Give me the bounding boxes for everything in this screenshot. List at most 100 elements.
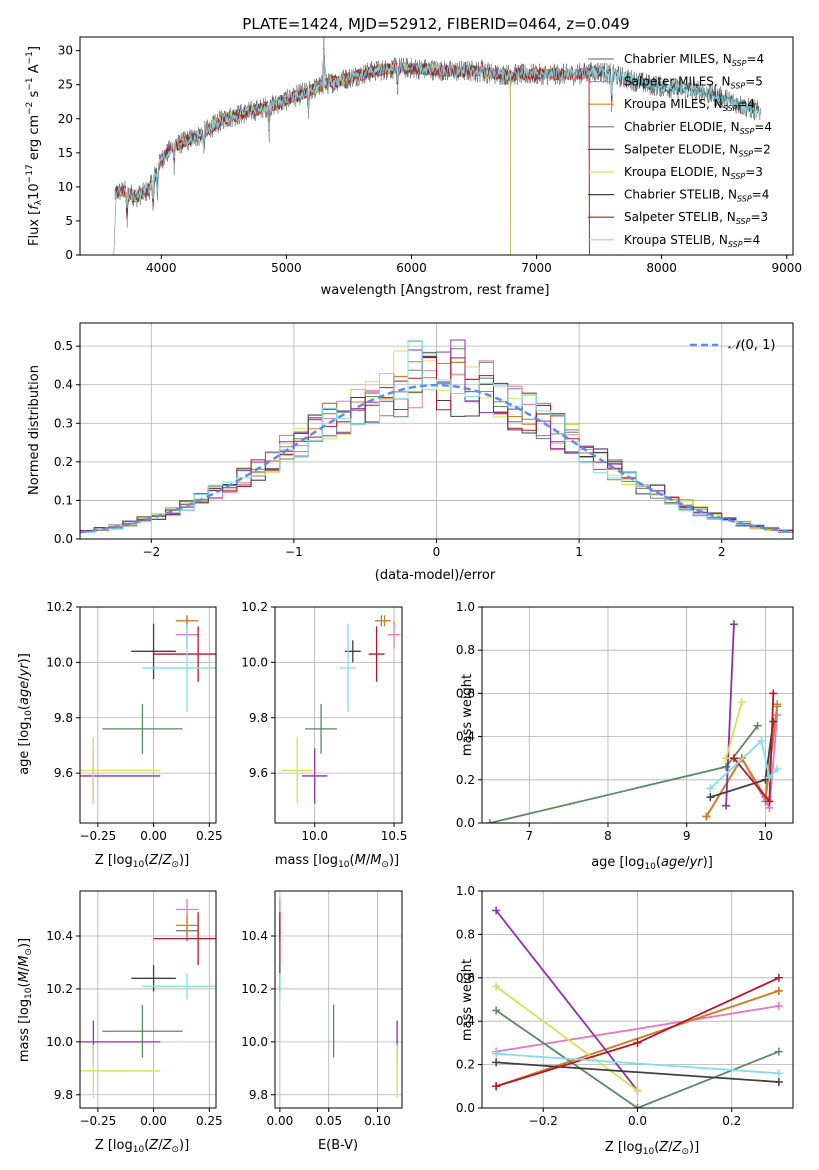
errorbar-salpeter-stelib: [153, 626, 216, 682]
legend-label: Salpeter STELIB, NSSP=3: [624, 210, 768, 226]
residuals-y-tick-label: 0.2: [54, 455, 73, 469]
series-marker: [722, 801, 731, 810]
weight-vs-age-x-label: age [log10(age/yr)]: [591, 855, 713, 872]
spectrum-y-tick-label: 15: [58, 146, 73, 160]
figure-title: PLATE=1424, MJD=52912, FIBERID=0464, z=0…: [242, 15, 629, 33]
age-vs-mass-panel: mass [log10(M/M⊙)] 10.0 10.5 9.6 9.8 10.0 10.…: [241, 600, 407, 870]
weight_vs_age-plot-area: [485, 620, 782, 823]
weight_vs_Z-x-tick-label: 0.0: [628, 1114, 647, 1128]
spectrum-x-tick-label: 8000: [646, 261, 677, 275]
mass_vs_Z-frame: [79, 890, 217, 1109]
spectrum-x-tick-label: 4000: [146, 261, 177, 275]
errorbar-salpeter-miles: [387, 620, 401, 649]
residuals-plot-area: [80, 339, 793, 535]
series-chabrier-stelib: [492, 1058, 783, 1086]
residuals-x-tick-label: 0: [433, 545, 441, 559]
series-marker: [633, 1086, 642, 1095]
age_vs_mass-y-tick-label: 9.6: [249, 766, 268, 780]
spectrum-x-tick-label: 5000: [271, 261, 302, 275]
weight-vs-z-x-label: Z [log10(Z/Z⊙)]: [605, 1140, 699, 1157]
series-marker: [722, 754, 731, 763]
age_vs_Z-x-tick-label: −0.25: [79, 829, 116, 843]
legend-label: Chabrier MILES, NSSP=4: [624, 52, 764, 68]
series-marker: [492, 1006, 501, 1015]
series-marker: [492, 1082, 501, 1091]
weight_vs_Z-y-tick-label: 0.6: [456, 971, 475, 985]
errorbar-salpeter-stelib: [368, 626, 385, 682]
age_vs_Z-frame: [79, 606, 217, 824]
series-marker: [492, 1049, 501, 1058]
spectrum-x-tick-label: 9000: [771, 261, 802, 275]
age_vs_Z-x-tick-label: 0.00: [140, 829, 167, 843]
series-marker: [753, 721, 762, 730]
series-kroupa-elodie: [492, 982, 642, 1095]
series-marker: [485, 819, 494, 823]
series-marker: [774, 1069, 783, 1078]
weight_vs_Z-x-tick-label: −0.2: [529, 1114, 558, 1128]
series-line: [495, 989, 780, 1088]
series-marker: [774, 973, 783, 982]
weight-vs-age-y-label: mass weight: [460, 674, 475, 756]
errorbar-chabrier-stelib: [131, 623, 176, 679]
errorbar-kroupa-elodie: [80, 1044, 161, 1098]
normal-reference-curve: [80, 383, 793, 534]
spectrum-legend: Chabrier MILES, NSSP=4 Salpeter MILES, NS…: [588, 52, 772, 249]
legend-label: Kroupa ELODIE, NSSP=3: [624, 165, 763, 181]
errorbar-salpeter-stelib: [153, 912, 216, 966]
age_vs_mass-y-tick-label: 10.2: [241, 600, 268, 614]
weight_vs_age-y-tick-label: 0.8: [456, 643, 475, 657]
mass_vs_ebv-y-tick-label: 10.4: [241, 929, 268, 943]
errorbar-chabrier-elodie: [102, 703, 183, 754]
weight_vs_Z-y-tick-label: 0.2: [456, 1058, 475, 1072]
series-marker: [765, 773, 774, 782]
age-vs-z-panel: Z [log10(Z/Z⊙)] age [log10(age/yr)] −0.2…: [17, 600, 223, 870]
weight_vs_age-y-tick-label: 0.6: [456, 686, 475, 700]
model-line-salpeter-miles: [114, 56, 590, 255]
legend-label: Kroupa MILES, NSSP=4: [624, 97, 755, 113]
spectrum-y-tick-label: 25: [58, 78, 73, 92]
series-marker: [757, 736, 766, 745]
residuals-y-tick-label: 0.1: [54, 493, 73, 507]
model-line-kroupa-stelib: [114, 48, 760, 208]
series-chabrier-elodie: [485, 721, 762, 823]
age_vs_mass-frame: [274, 606, 403, 824]
mass_vs_Z-x-tick-label: −0.25: [79, 1114, 116, 1128]
age_vs_Z-y-tick-label: 9.8: [54, 711, 73, 725]
errorbar-salpeter-elodie: [301, 748, 328, 804]
series-marker: [702, 812, 711, 821]
weight_vs_age-y-tick-label: 0.0: [456, 816, 475, 830]
weight_vs_Z-y-tick-label: 0.4: [456, 1014, 475, 1028]
age_vs_mass-x-tick-label: 10.5: [381, 829, 408, 843]
weight_vs_Z-y-tick-label: 1.0: [456, 884, 475, 898]
mass_vs_ebv-x-tick-label: 0.10: [364, 1114, 391, 1128]
mass_vs_ebv-frame: [274, 890, 403, 1109]
legend-label: Salpeter ELODIE, NSSP=2: [624, 142, 771, 158]
mass_vs_Z-plot-area: [80, 898, 216, 1098]
series-marker: [774, 1077, 783, 1086]
age_vs_Z-y-tick-label: 10.2: [46, 600, 73, 614]
age_vs_mass-plot-area: [281, 615, 401, 804]
spectrum-x-label: wavelength [Angstrom, rest frame]: [321, 283, 550, 298]
mass-vs-ebv-panel: E(B-V) 0.00 0.05 0.10 9.8 10.0 10.2 10.4: [241, 890, 403, 1153]
mass-vs-z-x-label: Z [log10(Z/Z⊙)]: [95, 1138, 189, 1155]
weight_vs_age-x-tick-label: 8: [604, 829, 612, 843]
residuals-x-tick-label: 2: [718, 545, 726, 559]
residuals-y-tick-label: 0.0: [54, 532, 73, 546]
mass_vs_Z-x-tick-label: 0.00: [140, 1114, 167, 1128]
legend-label: Chabrier STELIB, NSSP=4: [624, 188, 769, 204]
spectrum-x-tick-label: 6000: [396, 261, 427, 275]
model-line-kroupa-miles: [114, 56, 590, 255]
mass_vs_ebv-x-tick-label: 0.05: [315, 1114, 342, 1128]
mass_vs_Z-y-tick-label: 9.8: [54, 1088, 73, 1102]
weight_vs_age-x-tick-label: 10: [758, 829, 773, 843]
errorbar-kroupa-elodie: [80, 737, 161, 804]
age_vs_mass-y-tick-label: 9.8: [249, 711, 268, 725]
series-marker: [765, 797, 774, 806]
weight_vs_Z-y-tick-label: 0.0: [456, 1101, 475, 1115]
mass-vs-ebv-x-label: E(B-V): [318, 1138, 358, 1153]
spectrum-y-tick-label: 30: [58, 44, 73, 58]
residuals-y-tick-label: 0.3: [54, 416, 73, 430]
residuals-x-tick-label: −1: [285, 545, 303, 559]
age_vs_mass-y-tick-label: 10.0: [241, 655, 268, 669]
spectrum-x-tick-label: 7000: [521, 261, 552, 275]
